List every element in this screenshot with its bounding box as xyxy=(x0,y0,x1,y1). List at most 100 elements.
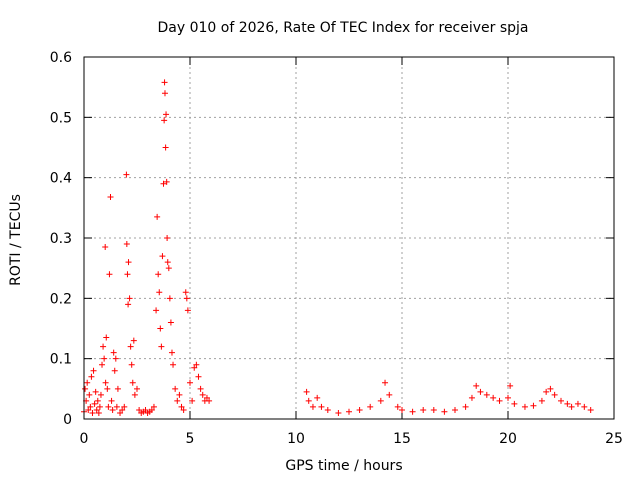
data-point xyxy=(155,271,162,278)
data-point xyxy=(180,406,187,413)
data-point xyxy=(154,213,161,220)
data-point xyxy=(87,403,94,410)
x-tick-label: 5 xyxy=(186,431,195,447)
y-tick-label: 0.6 xyxy=(50,50,72,66)
x-axis-label: GPS time / hours xyxy=(285,458,402,474)
data-point xyxy=(129,379,136,386)
data-point xyxy=(564,400,571,407)
data-point xyxy=(111,367,118,374)
data-point xyxy=(203,394,210,401)
data-point xyxy=(394,403,401,410)
data-point xyxy=(84,379,91,386)
data-point xyxy=(511,400,518,407)
data-point xyxy=(162,144,169,151)
data-point xyxy=(108,397,115,404)
data-point xyxy=(94,397,101,404)
x-tick-label: 10 xyxy=(287,431,305,447)
data-point xyxy=(409,408,416,415)
data-point xyxy=(178,403,185,410)
data-point xyxy=(356,406,363,413)
data-point xyxy=(104,385,111,392)
data-point xyxy=(161,79,168,86)
data-point xyxy=(305,397,312,404)
y-tick-label: 0.5 xyxy=(50,110,72,126)
data-point xyxy=(117,409,124,416)
data-point xyxy=(128,361,135,368)
data-point xyxy=(386,391,393,398)
x-tick-label: 15 xyxy=(393,431,411,447)
data-point xyxy=(530,402,537,409)
data-point xyxy=(551,391,558,398)
data-point xyxy=(124,271,131,278)
data-point xyxy=(176,391,183,398)
data-point xyxy=(184,307,191,314)
data-point xyxy=(126,295,133,302)
data-point xyxy=(303,388,310,395)
data-point xyxy=(399,406,405,413)
y-tick-label: 0.2 xyxy=(50,291,72,307)
data-point xyxy=(127,343,134,350)
data-point xyxy=(163,178,170,185)
data-point xyxy=(161,90,168,97)
axis-ticks: 0 0.1 0.2 0.3 0.4 0.5 0.6 0 5 10 15 20 25 xyxy=(50,50,623,447)
data-point xyxy=(191,364,198,371)
data-point xyxy=(82,385,89,392)
data-point xyxy=(86,391,93,398)
data-point xyxy=(89,409,96,416)
data-point xyxy=(96,403,103,410)
x-tick-label: 20 xyxy=(499,431,517,447)
data-point xyxy=(123,171,130,178)
data-point xyxy=(581,403,588,410)
data-point xyxy=(95,409,102,416)
data-point xyxy=(543,388,550,395)
data-point xyxy=(195,373,202,380)
data-point xyxy=(420,406,427,413)
chart-title: Day 010 of 2026, Rate Of TEC Index for r… xyxy=(157,20,528,36)
data-point xyxy=(521,403,528,410)
y-tick-label: 0.3 xyxy=(50,231,72,247)
data-point xyxy=(130,337,137,344)
data-point xyxy=(547,385,554,392)
data-point xyxy=(206,397,213,404)
data-point xyxy=(187,379,193,386)
data-point xyxy=(106,271,113,278)
data-point xyxy=(114,385,121,392)
data-point xyxy=(170,361,177,368)
data-point xyxy=(131,391,138,398)
data-point xyxy=(160,180,167,187)
data-point xyxy=(102,244,109,251)
data-point xyxy=(168,349,175,356)
data-point xyxy=(99,361,106,368)
data-point xyxy=(92,388,99,395)
data-point xyxy=(199,391,206,398)
data-point xyxy=(156,289,163,296)
data-point xyxy=(314,394,321,401)
data-point xyxy=(85,406,92,413)
data-points xyxy=(81,79,594,416)
data-point xyxy=(165,265,172,272)
data-point xyxy=(172,385,179,392)
data-point xyxy=(189,397,196,404)
data-point xyxy=(318,403,325,410)
data-point xyxy=(182,289,189,296)
data-point xyxy=(335,409,342,416)
data-point xyxy=(324,406,331,413)
data-point xyxy=(157,325,164,332)
data-point xyxy=(183,295,190,302)
data-point xyxy=(441,408,448,415)
data-point xyxy=(125,259,132,266)
data-point xyxy=(100,343,107,350)
data-point xyxy=(197,385,204,392)
data-point xyxy=(148,406,155,413)
data-point xyxy=(377,397,384,404)
data-point xyxy=(193,361,200,368)
data-point xyxy=(473,382,480,389)
data-point xyxy=(483,391,490,398)
data-point xyxy=(103,334,110,341)
data-point xyxy=(452,406,458,413)
data-point xyxy=(102,379,109,386)
data-point xyxy=(166,295,173,302)
data-point xyxy=(136,406,143,413)
data-point xyxy=(134,385,140,392)
